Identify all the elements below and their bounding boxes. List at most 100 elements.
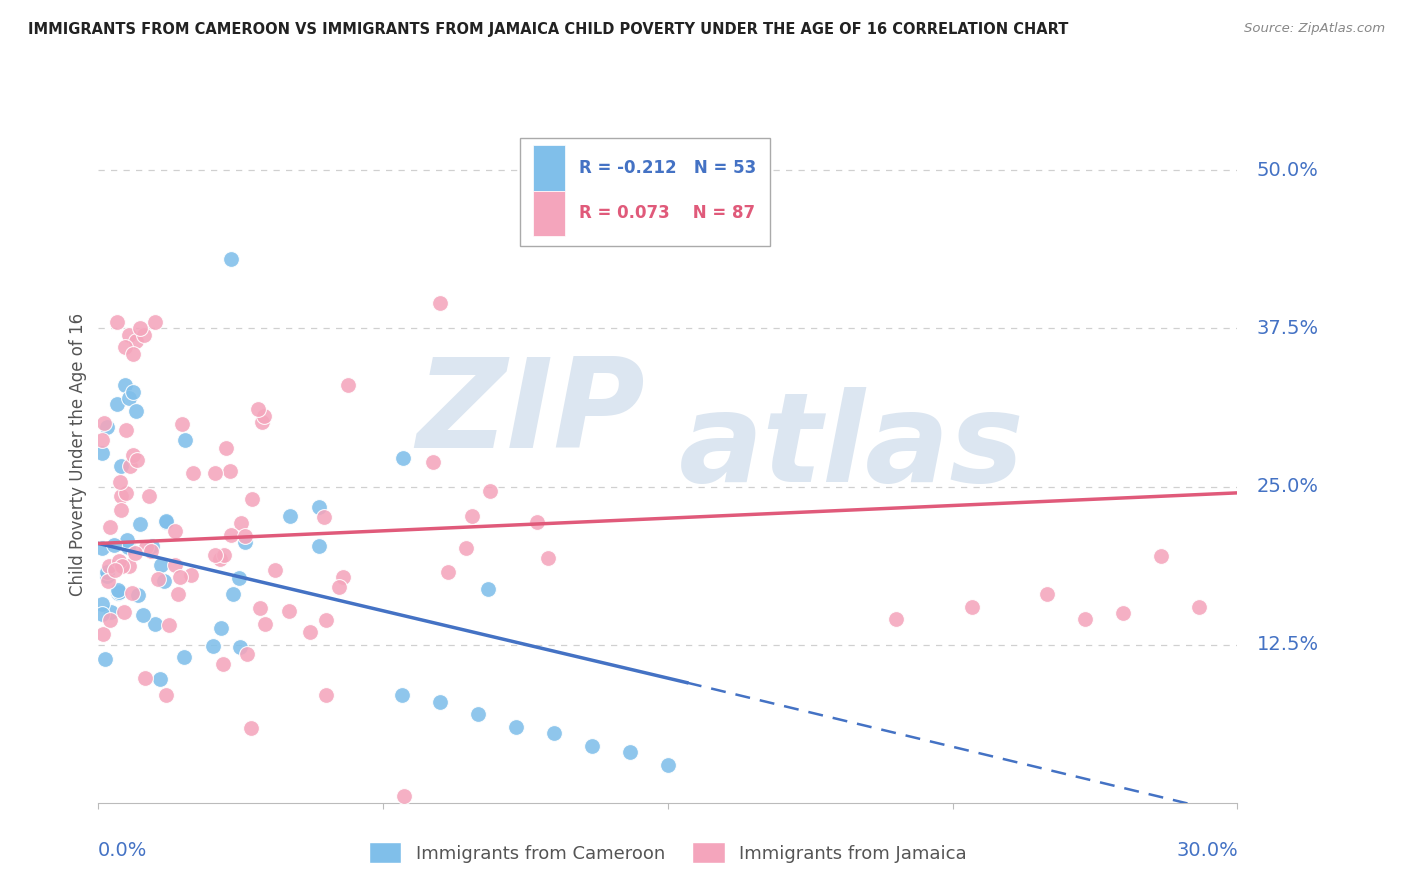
Point (246, 402, 269, 417)
Point (169, 570, 191, 584)
Point (263, 563, 285, 577)
Text: Source: ZipAtlas.com: Source: ZipAtlas.com (1244, 22, 1385, 36)
Point (91, 541, 114, 555)
Point (118, 458, 141, 473)
Point (143, 617, 166, 632)
Point (103, 537, 125, 551)
Text: ZIP: ZIP (416, 352, 645, 474)
Point (114, 340, 136, 354)
Point (152, 574, 174, 588)
Point (278, 508, 301, 523)
Point (112, 605, 135, 619)
Point (141, 544, 163, 558)
Point (1074, 612, 1097, 626)
Point (581, 739, 603, 753)
Point (467, 707, 489, 722)
Point (110, 503, 132, 517)
Point (100, 605, 122, 619)
Point (437, 565, 460, 579)
Point (233, 529, 256, 543)
Point (117, 533, 139, 548)
Point (134, 671, 156, 685)
Point (108, 585, 131, 599)
Point (1036, 587, 1059, 601)
Point (125, 453, 148, 467)
Point (222, 587, 245, 601)
Point (110, 489, 132, 503)
Point (155, 515, 177, 529)
Y-axis label: Child Poverty Under the Age of 16: Child Poverty Under the Age of 16 (69, 313, 87, 597)
Point (165, 524, 187, 538)
Point (239, 722, 262, 736)
Text: 30.0%: 30.0% (1177, 841, 1239, 860)
Text: 0.0%: 0.0% (97, 841, 146, 860)
Point (308, 500, 330, 514)
Point (115, 486, 138, 500)
Point (149, 672, 172, 686)
Point (98, 558, 121, 573)
Point (110, 475, 132, 489)
Text: 25.0%: 25.0% (1257, 477, 1319, 496)
Point (219, 528, 242, 542)
Point (107, 397, 129, 411)
Point (96, 565, 118, 579)
Point (91, 433, 114, 447)
Point (479, 484, 502, 499)
Point (100, 613, 122, 627)
Point (215, 441, 238, 455)
Point (537, 551, 560, 566)
Point (97, 574, 120, 588)
Point (254, 616, 277, 631)
Point (108, 554, 131, 568)
Point (236, 647, 259, 661)
Point (619, 745, 641, 759)
Point (163, 558, 186, 572)
Point (148, 572, 170, 586)
Point (209, 621, 232, 635)
Point (93, 416, 115, 430)
Point (392, 450, 415, 465)
Point (526, 515, 548, 529)
Point (315, 613, 337, 627)
Point (277, 604, 299, 618)
Point (235, 534, 257, 549)
Point (960, 599, 983, 614)
Legend: Immigrants from Cameroon, Immigrants from Jamaica: Immigrants from Cameroon, Immigrants fro… (361, 835, 974, 871)
Text: 37.5%: 37.5% (1257, 319, 1319, 338)
Point (1112, 606, 1135, 620)
Point (884, 612, 907, 626)
Point (91, 446, 114, 460)
Point (229, 640, 252, 654)
Point (308, 539, 330, 553)
FancyBboxPatch shape (520, 138, 770, 246)
Point (180, 567, 202, 582)
Point (149, 558, 172, 572)
Point (505, 720, 527, 734)
Point (229, 516, 252, 530)
Point (429, 695, 451, 709)
Point (314, 509, 336, 524)
Point (337, 378, 360, 392)
Point (157, 617, 180, 632)
Point (129, 321, 152, 335)
Point (228, 571, 250, 585)
Point (124, 546, 146, 560)
Point (121, 586, 143, 600)
Point (103, 563, 125, 577)
Point (212, 549, 235, 563)
Point (122, 448, 145, 462)
Point (107, 585, 129, 599)
Point (94, 652, 117, 666)
Point (170, 417, 193, 431)
Point (454, 541, 477, 555)
Point (240, 491, 263, 506)
Point (118, 391, 141, 405)
Point (155, 514, 177, 528)
Point (107, 583, 129, 598)
Point (1188, 599, 1211, 614)
Point (202, 639, 225, 653)
Point (543, 726, 565, 740)
Point (328, 580, 350, 594)
Point (204, 466, 226, 480)
Point (221, 252, 243, 266)
